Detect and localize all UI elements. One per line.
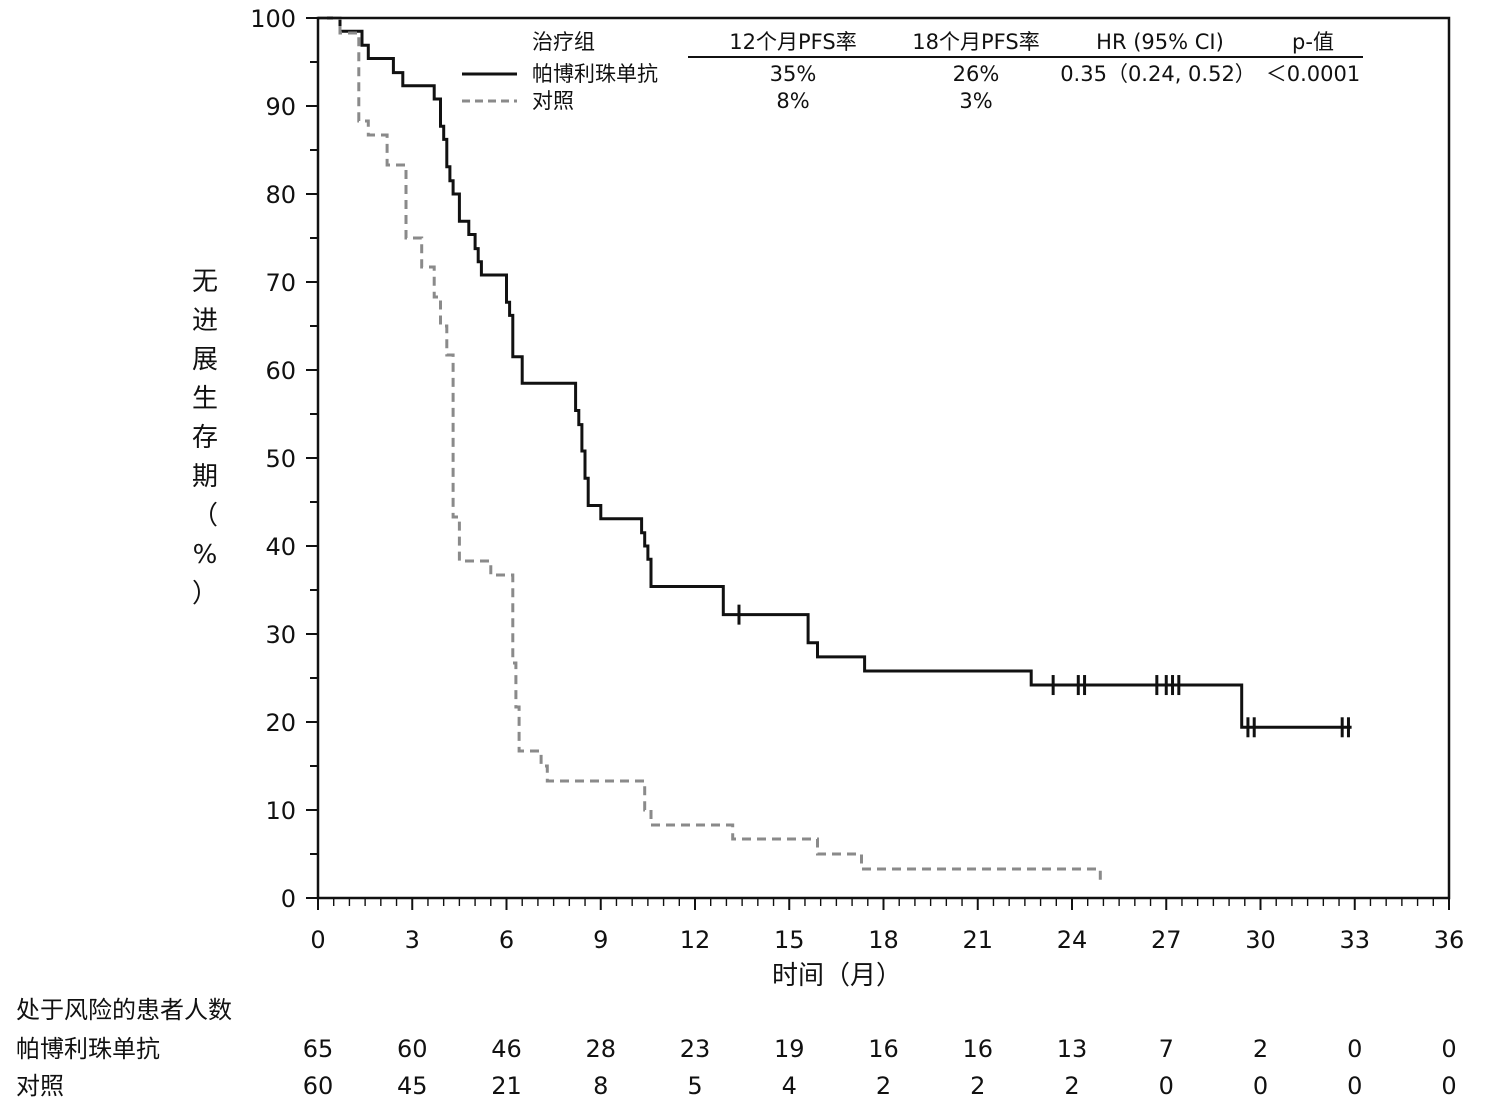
x-tick-label: 0 xyxy=(310,926,325,954)
survival-curves xyxy=(318,16,1352,885)
legend-name-control: 对照 xyxy=(532,89,574,113)
risk-count: 0 xyxy=(1441,1072,1456,1100)
y-axis-title-char: 无 xyxy=(192,267,218,297)
risk-count: 5 xyxy=(687,1072,702,1100)
risk-count: 0 xyxy=(1347,1035,1362,1063)
y-axis-title-char: 生 xyxy=(192,384,218,414)
y-axis-title-char: ） xyxy=(192,579,218,609)
x-tick-label: 30 xyxy=(1245,926,1276,954)
risk-count: 2 xyxy=(1253,1035,1268,1063)
legend-pfs12-control: 8% xyxy=(776,89,809,113)
risk-count: 46 xyxy=(491,1035,522,1063)
legend-header-pfs12: 12个月PFS率 xyxy=(729,30,856,54)
y-tick-label: 100 xyxy=(250,5,296,33)
risk-row-label: 帕博利珠单抗 xyxy=(16,1035,160,1063)
y-axis-title-char: % xyxy=(193,540,218,570)
x-tick-label: 18 xyxy=(868,926,899,954)
risk-count: 2 xyxy=(1064,1072,1079,1100)
legend-pfs18-control: 3% xyxy=(959,89,992,113)
risk-count: 2 xyxy=(876,1072,891,1100)
risk-count: 65 xyxy=(303,1035,334,1063)
risk-count: 4 xyxy=(782,1072,797,1100)
x-tick-label: 6 xyxy=(499,926,514,954)
risk-count: 21 xyxy=(491,1072,522,1100)
y-tick-label: 70 xyxy=(265,269,296,297)
y-tick-label: 10 xyxy=(265,797,296,825)
risk-count: 0 xyxy=(1159,1072,1174,1100)
legend-header-p: p-值 xyxy=(1292,30,1334,54)
legend-p-pembro: ＜0.0001 xyxy=(1266,62,1360,86)
x-tick-label: 36 xyxy=(1434,926,1465,954)
x-tick-label: 3 xyxy=(405,926,420,954)
risk-count: 7 xyxy=(1159,1035,1174,1063)
y-axis-title-char: 展 xyxy=(192,345,218,375)
risk-count: 8 xyxy=(593,1072,608,1100)
y-tick-label: 50 xyxy=(265,445,296,473)
y-tick-label: 20 xyxy=(265,709,296,737)
x-tick-label: 33 xyxy=(1339,926,1370,954)
legend-pfs12-pembro: 35% xyxy=(770,62,817,86)
x-tick-label: 27 xyxy=(1151,926,1182,954)
x-tick-label: 9 xyxy=(593,926,608,954)
y-tick-label: 40 xyxy=(265,533,296,561)
risk-table: 处于风险的患者人数 帕博利珠单抗 65 60 46 28 23 19 16 16 13 7 2 0 0对照… xyxy=(16,996,1457,1100)
risk-row-label: 对照 xyxy=(16,1072,64,1100)
x-tick-label: 12 xyxy=(680,926,711,954)
legend-pfs18-pembro: 26% xyxy=(953,62,1000,86)
x-tick-label: 15 xyxy=(774,926,805,954)
risk-count: 60 xyxy=(397,1035,428,1063)
legend-header-pfs18: 18个月PFS率 xyxy=(912,30,1039,54)
y-tick-label: 0 xyxy=(281,885,296,913)
risk-count: 0 xyxy=(1347,1072,1362,1100)
risk-count: 60 xyxy=(303,1072,334,1100)
risk-count: 45 xyxy=(397,1072,428,1100)
risk-table-title: 处于风险的患者人数 xyxy=(16,996,232,1024)
y-axis-title: 无进展生存期 （% ） xyxy=(192,267,218,609)
risk-count: 19 xyxy=(774,1035,805,1063)
risk-count: 0 xyxy=(1441,1035,1456,1063)
y-tick-label: 30 xyxy=(265,621,296,649)
y-axis-title-char: 进 xyxy=(192,306,218,336)
plot-frame xyxy=(316,16,1451,900)
x-tick-label: 24 xyxy=(1057,926,1088,954)
curve-control xyxy=(318,16,1102,885)
legend-header-group: 治疗组 xyxy=(532,30,595,54)
risk-count: 13 xyxy=(1057,1035,1088,1063)
curve-pembrolizumab xyxy=(318,16,1352,729)
risk-count: 2 xyxy=(970,1072,985,1100)
risk-count: 16 xyxy=(962,1035,993,1063)
y-tick-label: 90 xyxy=(265,93,296,121)
legend-name-pembro: 帕博利珠单抗 xyxy=(532,62,658,86)
y-tick-label: 60 xyxy=(265,357,296,385)
x-tick-label: 21 xyxy=(962,926,993,954)
legend-hr-pembro: 0.35（0.24, 0.52） xyxy=(1060,62,1256,86)
y-tick-label: 80 xyxy=(265,181,296,209)
y-axis-title-char: 存 xyxy=(192,423,218,453)
risk-count: 23 xyxy=(680,1035,711,1063)
risk-count: 16 xyxy=(868,1035,899,1063)
x-axis-title: 时间（月） xyxy=(772,961,902,991)
y-axis-title-char: 期 xyxy=(192,462,218,492)
legend-header-hr: HR (95% CI) xyxy=(1096,30,1224,54)
x-axis-ticks: 0 3 6 9 12 15 18 21 24 27 30 33 36 xyxy=(310,898,1464,954)
legend-table: 治疗组 12个月PFS率 18个月PFS率 HR (95% CI) p-值 帕博… xyxy=(462,30,1363,113)
risk-count: 28 xyxy=(585,1035,616,1063)
risk-count: 0 xyxy=(1253,1072,1268,1100)
y-axis-title-char: （ xyxy=(192,501,218,531)
y-axis-ticks: 0 10 20 30 40 50 60 70 80 90 100 xyxy=(250,5,318,913)
